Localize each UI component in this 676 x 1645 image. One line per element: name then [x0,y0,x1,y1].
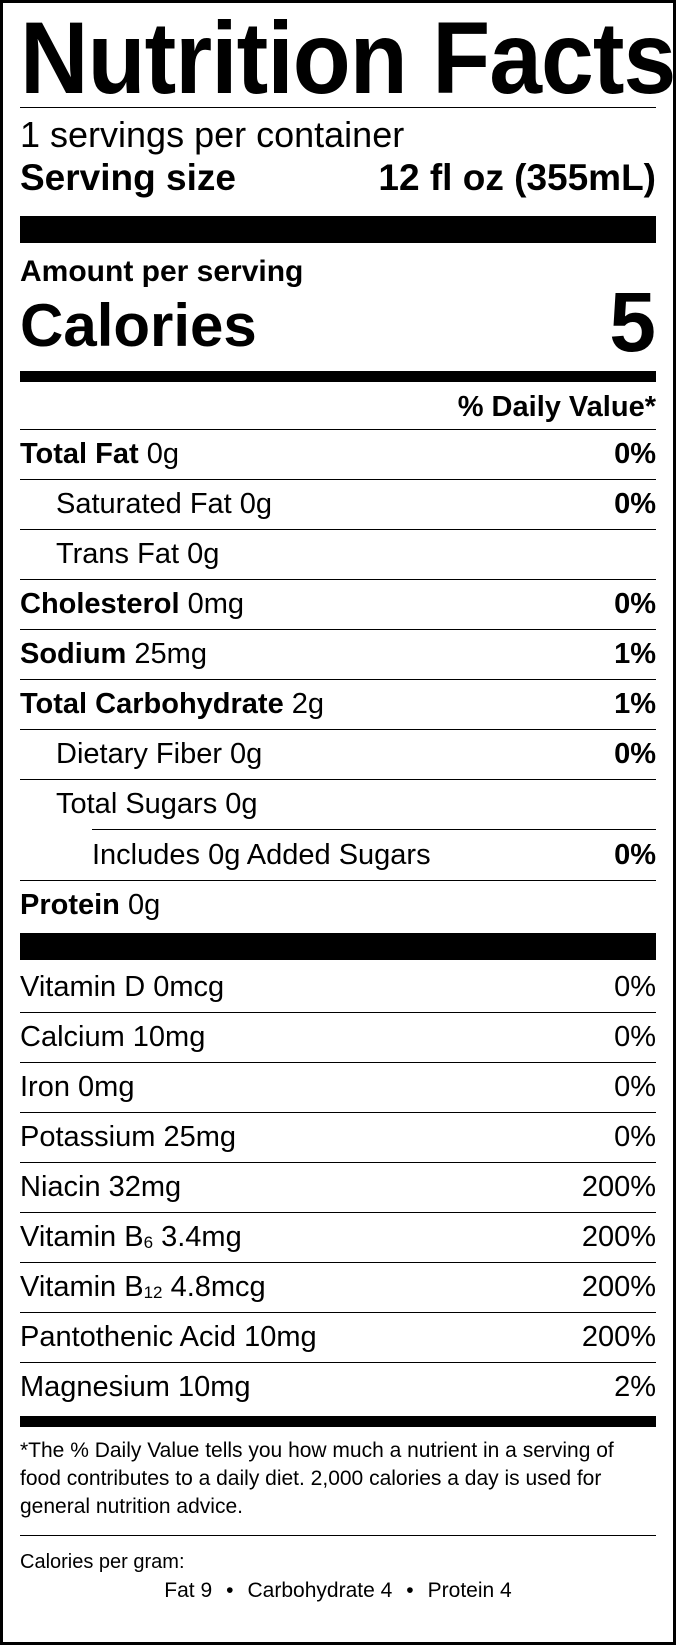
vitamin-amount: 3.4mg [161,1221,242,1253]
separator-dot: • [406,1579,414,1602]
calories-value: 5 [609,275,656,369]
nutrient-row-added-sugars: Includes 0g Added Sugars 0% [20,830,656,880]
nutrient-amount: 0mg [187,588,245,620]
vitamin-label: Iron 0mg [20,1071,135,1103]
nutrient-dv: 0% [614,738,656,770]
vitamin-dv: 200% [581,1171,656,1203]
nutrient-row-total-carbohydrate: Total Carbohydrate 2g 1% [20,679,656,729]
serving-size-label: Serving size [20,157,236,198]
nutrient-dv: 1% [614,638,656,670]
nutrient-dv: 0% [614,488,656,520]
vitamin-amount: 4.8mcg [170,1271,266,1303]
nutrient-label: Sodium [20,638,127,670]
nutrient-amount: 0g [146,438,180,470]
nutrient-row-protein: Protein 0g [20,880,656,930]
calories-per-gram-label: Calories per gram: [20,1551,185,1573]
nutrient-label: Saturated Fat 0g [56,488,273,520]
nutrient-dv: 0% [614,588,656,620]
calories-row: Calories 5 [20,275,656,369]
vitamin-dv: 200% [581,1321,656,1353]
medium-divider [20,1416,656,1427]
cpg-carbohydrate: Carbohydrate 4 [247,1579,393,1602]
separator-dot: • [226,1579,234,1602]
daily-value-header: % Daily Value* [457,391,656,423]
calories-per-gram-values: Fat 9 • Carbohydrate 4 • Protein 4 [20,1576,656,1606]
cpg-fat: Fat 9 [164,1579,213,1602]
nutrient-row-saturated-fat: Saturated Fat 0g 0% [20,479,656,529]
vitamin-dv: 200% [581,1221,656,1253]
vitamin-label: Vitamin B [20,1221,144,1253]
medium-divider [20,371,656,382]
divider [20,107,656,108]
nutrient-row-sodium: Sodium 25mg 1% [20,629,656,679]
nutrient-label: Protein [20,889,120,921]
nutrient-amount: 25mg [134,638,207,670]
cpg-protein: Protein 4 [427,1579,512,1602]
daily-value-footnote: *The % Daily Value tells you how much a … [20,1439,614,1518]
divider [20,1535,656,1536]
vitamin-row-vitamin-d: Vitamin D 0mcg 0% [20,962,656,1012]
vitamin-dv: 2% [614,1371,656,1403]
serving-size-value: 12 fl oz (355mL) [378,157,656,198]
vitamin-row-vitamin-b12: Vitamin B12 4.8mcg 200% [20,1262,656,1312]
nutrient-row-total-fat: Total Fat 0g 0% [20,429,656,479]
nutrient-row-trans-fat: Trans Fat 0g [20,529,656,579]
vitamin-dv: 0% [614,1121,656,1153]
nutrient-amount: 0g [127,889,161,921]
serving-size-row: Serving size 12 fl oz (355mL) [20,156,656,200]
servings-per-container: 1 servings per container [20,114,405,155]
amount-per-serving: Amount per serving [20,255,304,288]
vitamin-label: Magnesium 10mg [20,1371,251,1403]
vitamin-label: Potassium 25mg [20,1121,236,1153]
thick-divider [20,216,656,243]
calories-label: Calories [20,292,257,359]
nutrient-dv: 1% [614,688,656,720]
vitamin-dv: 0% [614,1021,656,1053]
indented-divider [92,829,656,830]
vitamin-row-pantothenic-acid: Pantothenic Acid 10mg 200% [20,1312,656,1362]
nutrient-label: Includes 0g Added Sugars [92,838,431,871]
thick-divider [20,933,656,960]
vitamin-row-niacin: Niacin 32mg 200% [20,1162,656,1212]
nutrient-amount: 2g [291,688,325,720]
nutrient-label: Total Sugars 0g [56,788,258,820]
vitamin-label: Pantothenic Acid 10mg [20,1321,317,1353]
vitamin-subscript: 6 [143,1233,154,1252]
nutrient-dv: 0% [614,838,656,871]
nutrient-label: Trans Fat 0g [56,538,220,570]
nutrient-row-cholesterol: Cholesterol 0mg 0% [20,579,656,629]
vitamin-label: Vitamin B [20,1271,144,1303]
vitamin-dv: 200% [581,1271,656,1303]
vitamin-label: Calcium 10mg [20,1021,206,1053]
nutrient-row-dietary-fiber: Dietary Fiber 0g 0% [20,729,656,779]
vitamin-dv: 0% [614,970,656,1003]
vitamin-dv: 0% [614,1071,656,1103]
label-title: Nutrition Facts [20,1,676,115]
nutrient-label: Dietary Fiber 0g [56,738,263,770]
nutrient-row-total-sugars: Total Sugars 0g [20,779,656,829]
nutrient-label: Total Fat [20,438,139,470]
vitamin-row-iron: Iron 0mg 0% [20,1062,656,1112]
vitamin-row-magnesium: Magnesium 10mg 2% [20,1362,656,1412]
vitamin-row-potassium: Potassium 25mg 0% [20,1112,656,1162]
nutrient-dv: 0% [614,438,656,470]
vitamin-row-vitamin-b6: Vitamin B6 3.4mg 200% [20,1212,656,1262]
vitamin-label: Vitamin D 0mcg [20,970,225,1003]
vitamin-label: Niacin 32mg [20,1171,182,1203]
nutrient-label: Cholesterol [20,588,180,620]
nutrient-label: Total Carbohydrate [20,688,284,720]
vitamin-row-calcium: Calcium 10mg 0% [20,1012,656,1062]
vitamin-subscript: 12 [143,1283,163,1302]
